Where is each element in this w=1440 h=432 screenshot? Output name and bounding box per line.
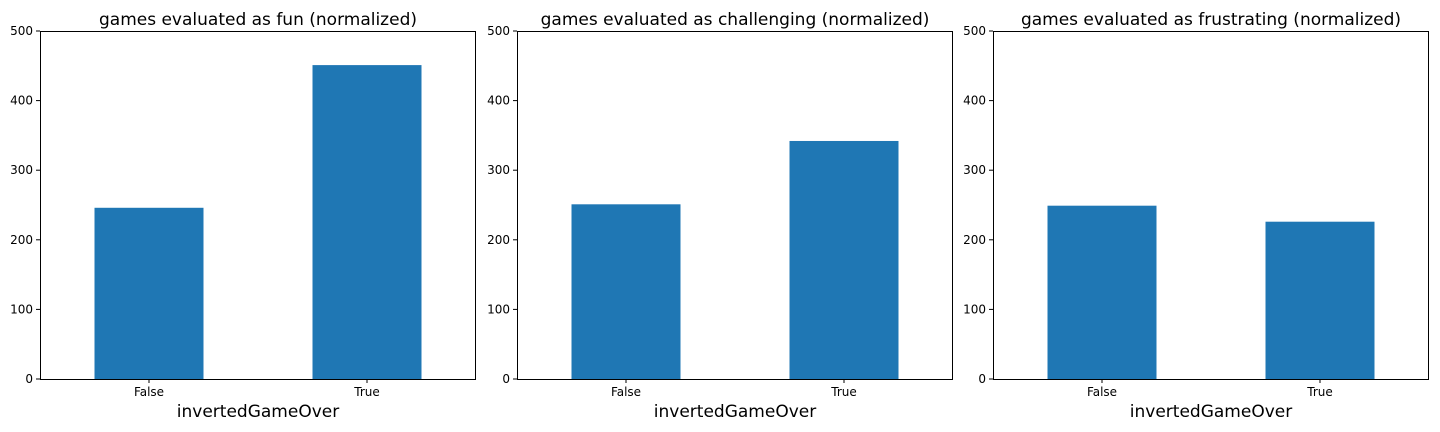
y-tick-label: 500 <box>963 24 986 38</box>
x-tick-label: True <box>1306 385 1333 399</box>
x-tick-label: False <box>611 385 641 399</box>
y-tick-label: 100 <box>10 302 33 316</box>
bar-false <box>1047 205 1157 379</box>
y-tick-label: 0 <box>978 372 986 386</box>
bar-true <box>312 65 422 379</box>
y-tick-label: 400 <box>487 94 510 108</box>
axes-frame <box>40 31 476 380</box>
y-tick-label: 500 <box>10 24 33 38</box>
x-tick-label: False <box>134 385 164 399</box>
y-tick-label: 300 <box>963 163 986 177</box>
y-tick-label: 200 <box>963 233 986 247</box>
y-tick-label: 0 <box>502 372 510 386</box>
y-tick-label: 200 <box>10 233 33 247</box>
subplot-challenging: games evaluated as challenging (normaliz… <box>487 10 953 422</box>
y-tick-label: 100 <box>487 302 510 316</box>
x-axis-label: invertedGameOver <box>1130 402 1292 422</box>
subplot-frustrating: games evaluated as frustrating (normaliz… <box>963 10 1429 422</box>
bar-false <box>571 204 681 379</box>
y-tick-label: 0 <box>25 372 33 386</box>
chart-title: games evaluated as fun (normalized) <box>99 10 417 30</box>
x-tick-label: False <box>1087 385 1117 399</box>
y-tick-label: 200 <box>487 233 510 247</box>
bar-false <box>94 207 204 379</box>
chart-title: games evaluated as challenging (normaliz… <box>541 10 930 30</box>
bar-true <box>1265 221 1375 379</box>
x-tick-label: True <box>830 385 857 399</box>
chart-title: games evaluated as frustrating (normaliz… <box>1021 10 1401 30</box>
axes-frame <box>517 31 953 380</box>
y-tick-label: 100 <box>963 302 986 316</box>
y-tick-label: 300 <box>10 163 33 177</box>
y-tick-label: 500 <box>487 24 510 38</box>
x-axis-label: invertedGameOver <box>177 402 339 422</box>
y-tick-label: 400 <box>10 94 33 108</box>
y-tick-label: 400 <box>963 94 986 108</box>
bar-true <box>789 140 899 379</box>
subplot-fun: games evaluated as fun (normalized) 0 100… <box>10 10 476 422</box>
x-axis-label: invertedGameOver <box>654 402 816 422</box>
x-tick-label: True <box>353 385 380 399</box>
y-tick-label: 300 <box>487 163 510 177</box>
axes-frame <box>993 31 1429 380</box>
